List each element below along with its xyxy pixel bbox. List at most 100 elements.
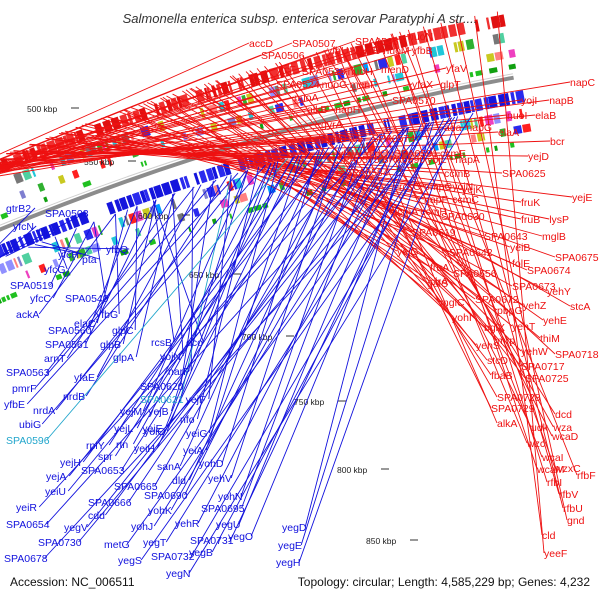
gene-label-forward: ada: [444, 122, 462, 134]
feature-block: [16, 256, 23, 267]
feature-block: [55, 273, 63, 281]
gene-label-forward: napC: [570, 77, 596, 89]
gene-label-forward: wcaI: [541, 452, 564, 464]
gene-leader-forward: [0, 83, 277, 166]
gene-leader-reverse: [188, 112, 474, 574]
feature-block: [82, 180, 92, 188]
feature-block: [77, 211, 90, 226]
gene-label-reverse: yohJ: [131, 521, 153, 533]
gene-label-reverse: SPA0730: [38, 537, 82, 549]
gene-leader-forward: [0, 54, 262, 160]
gene-label-forward: yfbB: [412, 45, 433, 57]
gene-leader-reverse: [26, 172, 239, 405]
gene-label-forward: fruA: [430, 262, 449, 274]
gene-label-reverse: glpB: [100, 339, 121, 351]
feature-block: [508, 63, 517, 70]
feature-block: [199, 107, 206, 119]
gene-label-reverse: nrdB: [63, 391, 85, 403]
gene-label-forward: yehW: [521, 346, 548, 358]
feature-block: [319, 134, 328, 148]
feature-block: [13, 257, 19, 268]
gene-label-reverse: ackA: [16, 309, 39, 321]
gene-leader-forward: [0, 68, 277, 164]
feature-block: [37, 182, 46, 192]
gene-leader-forward: [455, 19, 568, 521]
gene-label-reverse: sanA: [157, 461, 181, 473]
gene-leader-forward: [0, 42, 250, 155]
feature-block: [485, 17, 491, 30]
scale-tick-label: 500 kbp: [27, 104, 58, 114]
gene-label-forward: rfbI: [547, 477, 562, 489]
gene-leader-reverse: [115, 152, 311, 457]
feature-block: [407, 113, 414, 126]
gene-label-reverse: yejH: [60, 457, 81, 469]
gene-label-reverse: yeiR: [16, 502, 37, 514]
feature-block: [374, 41, 379, 54]
gene-label-reverse: rplY: [86, 440, 105, 452]
gene-label-reverse: yfbE: [4, 399, 25, 411]
gene-label-forward: ais: [349, 133, 362, 145]
gene-label-forward: SPA0728: [497, 392, 541, 404]
gene-leader-reverse: [171, 194, 184, 357]
gene-label-reverse: yegO: [228, 531, 253, 543]
gene-leader-reverse: [156, 155, 300, 449]
gene-leader-forward: [160, 97, 431, 282]
gene-label-forward: yeeF: [544, 548, 567, 560]
feature-block: [19, 189, 27, 200]
gene-leader-reverse: [115, 213, 120, 315]
feature-block: [427, 29, 434, 42]
gene-label-forward: ccmC: [452, 194, 479, 206]
gene-leader-reverse: [230, 122, 428, 541]
gene-leader-forward: [0, 70, 303, 167]
feature-block: [13, 171, 24, 184]
feature-block: [428, 158, 436, 166]
feature-block: [473, 117, 479, 128]
gene-label-forward: yejG: [397, 246, 419, 258]
feature-block: [193, 172, 201, 185]
gene-label-reverse: yfbG: [96, 309, 118, 321]
gene-label-reverse: SPA0561: [45, 339, 89, 351]
gene-label-forward: yejD: [528, 151, 549, 163]
feature-block: [487, 95, 498, 109]
gene-leader-forward: [474, 15, 543, 536]
gene-leader-reverse: [68, 144, 338, 477]
feature-block: [0, 298, 3, 304]
feature-block: [198, 170, 208, 184]
feature-block: [202, 188, 209, 200]
gene-leader-reverse: [298, 116, 459, 563]
gene-leader-reverse: [5, 231, 56, 257]
feature-block: [298, 97, 305, 107]
gene-leader-forward: [204, 83, 453, 318]
gene-label-forward: nuoA: [294, 92, 319, 104]
gene-label-forward: rfbU: [563, 503, 583, 515]
gene-leader-reverse: [142, 169, 249, 412]
gene-label-forward: yehE: [543, 315, 567, 327]
gene-label-reverse: yegV: [64, 522, 88, 534]
gene-leader-reverse: [165, 122, 430, 543]
gene-label-reverse: SPA0596: [6, 435, 50, 447]
gene-label-forward: SPA0575: [336, 154, 380, 166]
feature-block: [179, 177, 187, 190]
gene-leader-reverse: [121, 146, 330, 471]
gene-label-forward: nuoE: [355, 45, 380, 57]
gene-leader-reverse: [41, 164, 266, 425]
gene-label-forward: SPA0570: [392, 95, 436, 107]
gene-label-forward: thiM: [540, 333, 560, 345]
gene-leader-reverse: [52, 221, 95, 299]
gene-label-reverse: yegD: [282, 522, 307, 534]
feature-block: [398, 114, 408, 129]
gene-label-forward: pmrD: [321, 133, 347, 145]
feature-block: [107, 157, 113, 167]
feature-block: [5, 294, 11, 301]
gene-label-forward: wza: [552, 422, 572, 434]
gene-label-forward: SPA0718: [555, 349, 599, 361]
gene-label-forward: SPA0619: [412, 227, 456, 239]
feature-block: [211, 166, 219, 180]
gene-label-reverse: yeiU: [45, 486, 66, 498]
gene-label-reverse: arnT: [44, 353, 66, 365]
gene-label-forward: yfaX: [412, 79, 433, 91]
gene-label-forward: SPA0725: [525, 373, 569, 385]
gene-label-forward: menD: [381, 64, 409, 76]
gene-label-reverse: yojN: [160, 351, 181, 363]
